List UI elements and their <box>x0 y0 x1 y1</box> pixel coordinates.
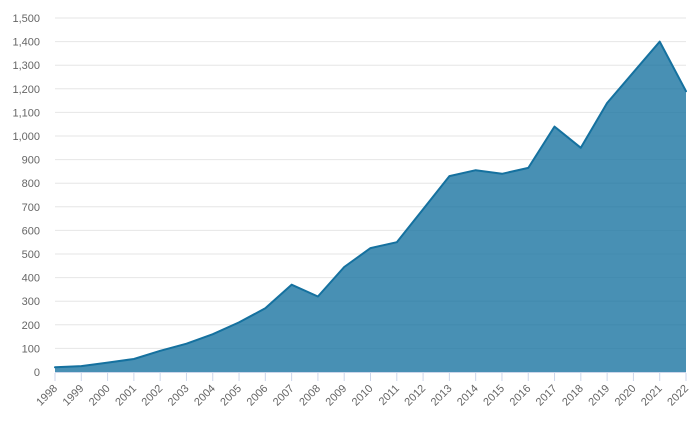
y-axis-label: 1,500 <box>12 13 40 25</box>
y-axis-label: 1,100 <box>12 107 40 119</box>
y-axis-label: 1,000 <box>12 131 40 143</box>
y-axis-label: 300 <box>22 296 40 308</box>
y-axis-label: 400 <box>22 273 40 285</box>
y-axis-label: 800 <box>22 178 40 190</box>
y-axis-label: 1,400 <box>12 37 40 49</box>
y-axis-label: 900 <box>22 155 40 167</box>
y-axis-label: 200 <box>22 320 40 332</box>
series-line <box>54 40 687 369</box>
y-axis-label: 600 <box>22 225 40 237</box>
area-series[interactable] <box>55 41 686 372</box>
y-axis-label: 1,200 <box>12 84 40 96</box>
y-axis-label: 700 <box>22 202 40 214</box>
y-axis-label: 0 <box>34 367 40 379</box>
y-axis-label: 100 <box>22 343 40 355</box>
y-axis-label: 500 <box>22 249 40 261</box>
y-axis-label: 1,300 <box>12 60 40 72</box>
